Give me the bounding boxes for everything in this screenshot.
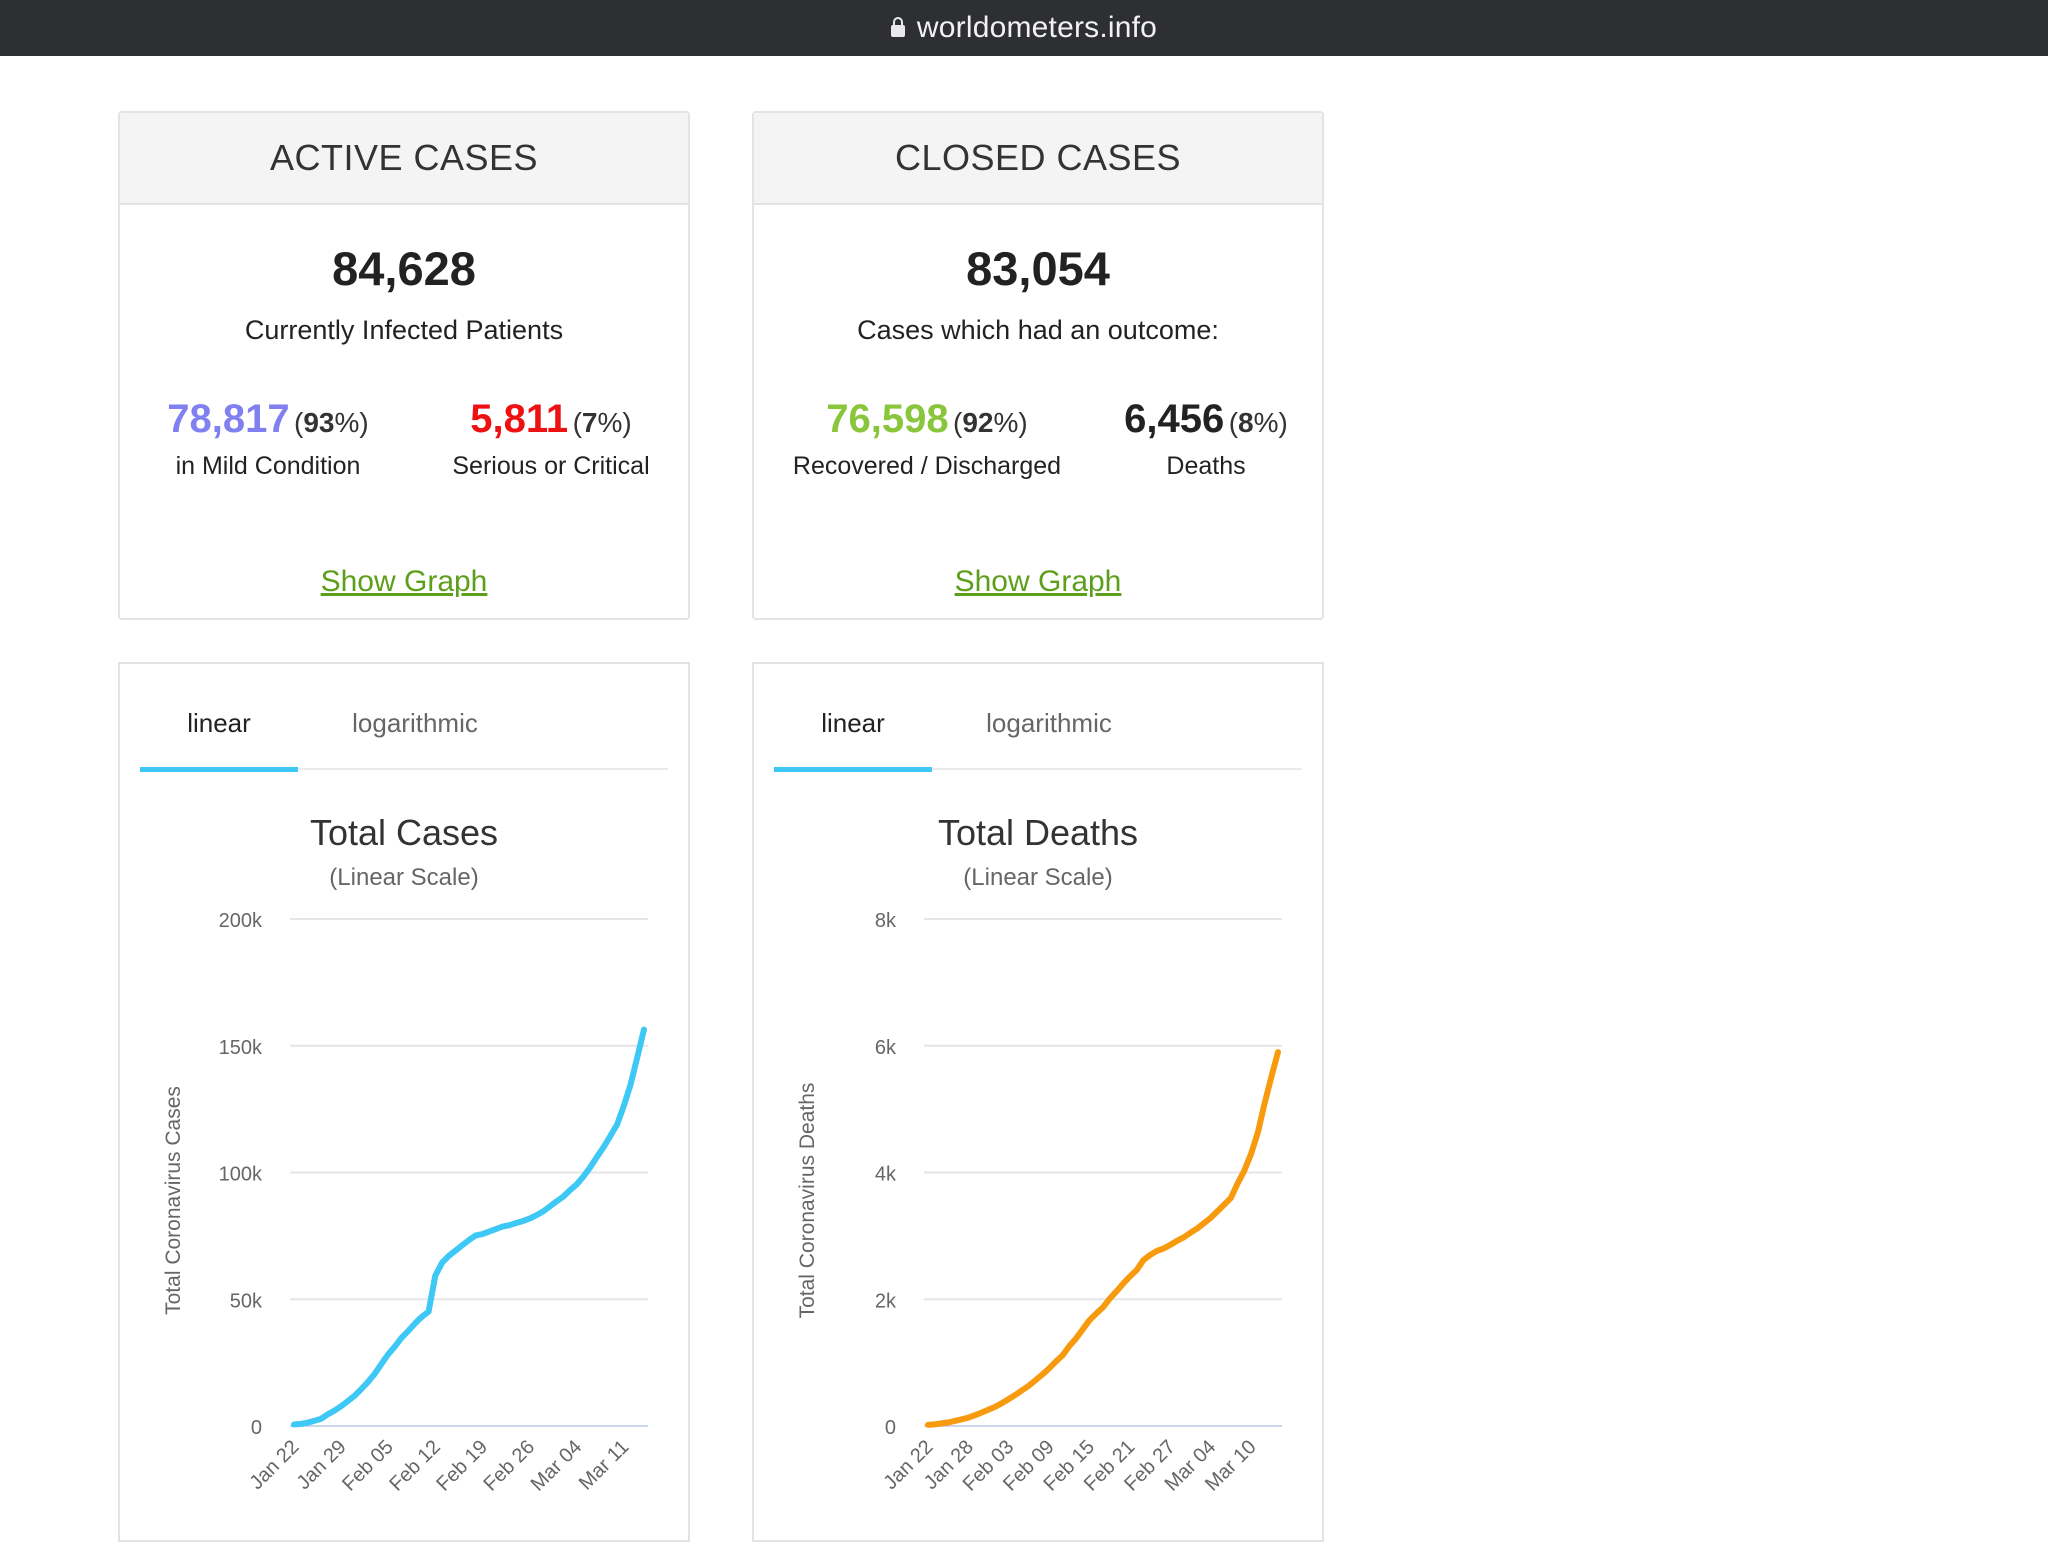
cases-scale-tabs: linear logarithmic [140,690,668,772]
x-tick-label: Feb 26 [480,1436,540,1496]
y-tick-label: 0 [251,1417,262,1439]
series-line [925,1049,1281,1428]
y-tick-label: 100k [219,1164,263,1186]
active-show-graph-link[interactable]: Show Graph [320,565,488,598]
y-tick-label: 150k [219,1037,263,1059]
active-cases-panel: ACTIVE CASES 84,628 Currently Infected P… [118,111,690,620]
x-tick-label: Feb 05 [338,1436,398,1496]
mild-condition-stat: 78,817 (93%) in Mild Condition [130,397,406,481]
deaths-percent: (8%) [1228,407,1288,438]
serious-count: 5,811 [470,397,569,441]
active-cases-total-label: Currently Infected Patients [244,315,564,345]
serious-percent: (7%) [572,407,632,438]
y-tick-label: 200k [219,910,263,932]
y-tick-label: 2k [875,1290,897,1312]
chart-subtitle: (Linear Scale) [963,864,1113,891]
total-deaths-chart-panel: linear logarithmic Total Deaths (Linear … [752,662,1324,1542]
closed-cases-total-label: Cases which had an outcome: [857,315,1219,345]
recovered-percent: (92%) [953,407,1028,438]
x-tick-label: Mar 11 [575,1436,634,1495]
recovered-stat: 76,598 (92%) Recovered / Discharged [762,397,1092,481]
x-tick-label: Feb 19 [432,1436,492,1496]
x-tick-label: Jan 22 [246,1436,304,1494]
deaths-scale-tabs: linear logarithmic [774,690,1302,772]
y-tick-label: 8k [875,910,897,932]
active-cases-header: ACTIVE CASES [120,113,688,205]
serious-critical-stat: 5,811 (7%) Serious or Critical [416,397,686,481]
active-cases-total: 84,628 [332,242,476,295]
recovered-count: 76,598 [826,397,949,441]
closed-cases-header: CLOSED CASES [754,113,1322,205]
tab-linear[interactable]: linear [774,690,932,772]
tab-logarithmic[interactable]: logarithmic [352,708,478,738]
closed-cases-total: 83,054 [966,242,1110,295]
series-line [291,1026,647,1428]
recovered-label: Recovered / Discharged [792,452,1062,480]
x-tick-label: Jan 29 [293,1436,351,1494]
total-cases-chart: 0 50k 100k 150k 200k Total Coronavirus Cases J… [162,910,648,1496]
y-tick-label: 50k [230,1290,263,1312]
total-cases-chart-panel: linear logarithmic Total Cases (Linear S… [118,662,690,1542]
tab-linear[interactable]: linear [140,690,298,772]
browser-address-bar[interactable]: worldometers.info [0,0,2048,56]
lock-icon [890,17,905,39]
serious-label: Serious or Critical [452,452,650,480]
deaths-label: Deaths [1166,452,1246,480]
y-tick-label: 6k [875,1037,897,1059]
y-tick-label: 0 [885,1417,896,1439]
url-text: worldometers.info [916,11,1158,44]
chart-subtitle: (Linear Scale) [329,864,479,891]
mild-count: 78,817 [167,397,290,441]
tab-logarithmic[interactable]: logarithmic [986,708,1112,738]
mild-label: in Mild Condition [175,452,361,480]
deaths-stat: 6,456 (8%) Deaths [1100,397,1312,481]
deaths-count: 6,456 [1124,397,1225,441]
y-axis-label: Total Coronavirus Deaths [796,1083,819,1319]
mild-percent: (93%) [294,407,369,438]
y-axis-label: Total Coronavirus Cases [162,1086,185,1315]
closed-cases-panel: CLOSED CASES 83,054 Cases which had an o… [752,111,1324,620]
x-tick-label: Mar 04 [527,1436,587,1496]
chart-title: Total Deaths [937,812,1139,853]
chart-title: Total Cases [309,812,499,853]
closed-show-graph-link[interactable]: Show Graph [954,565,1122,598]
x-tick-label: Feb 12 [385,1436,445,1496]
y-tick-label: 4k [875,1164,897,1186]
